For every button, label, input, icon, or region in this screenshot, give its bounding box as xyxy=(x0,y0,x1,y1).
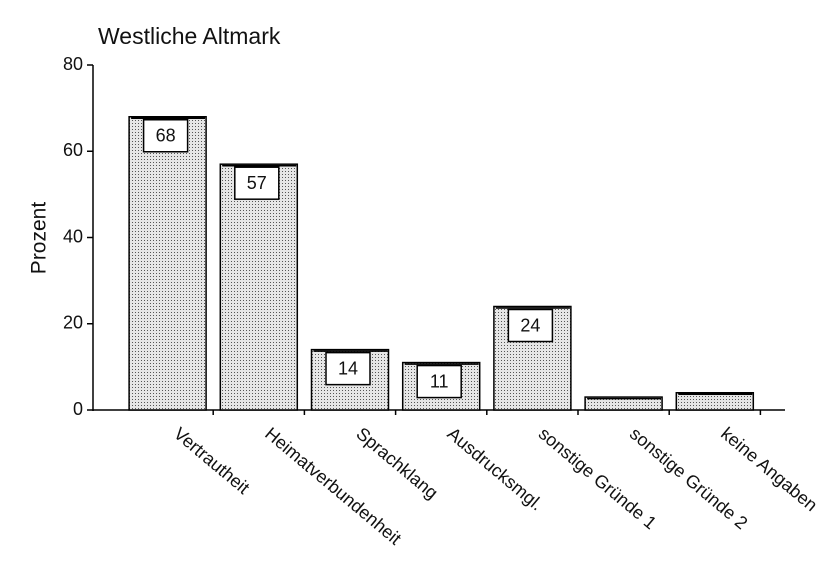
y-tick-label: 0 xyxy=(73,399,83,419)
value-label: 24 xyxy=(520,315,540,335)
y-tick-label: 60 xyxy=(63,140,83,160)
value-label-box xyxy=(234,166,280,200)
value-label-box xyxy=(142,119,189,153)
value-label-box xyxy=(416,364,462,399)
value-label: 11 xyxy=(430,371,449,391)
bar xyxy=(128,116,207,411)
bar xyxy=(219,163,299,411)
bar xyxy=(584,396,663,411)
value-label: 68 xyxy=(156,126,176,146)
value-label: 14 xyxy=(338,358,358,378)
y-tick-label: 40 xyxy=(63,226,83,246)
bar xyxy=(675,392,755,411)
value-label-box xyxy=(325,351,371,386)
value-label: 57 xyxy=(247,173,267,193)
y-tick-label: 20 xyxy=(63,313,83,333)
x-tick-label: Sprachklang xyxy=(352,423,442,503)
x-tick-label: Ausdrucksmgl. xyxy=(444,423,547,514)
chart-title: Westliche Altmark xyxy=(98,23,281,49)
value-label-box xyxy=(507,308,554,343)
y-axis-label: Prozent xyxy=(28,202,51,275)
x-tick-label: Vertrautheit xyxy=(170,423,253,497)
y-tick-label: 80 xyxy=(63,54,83,74)
